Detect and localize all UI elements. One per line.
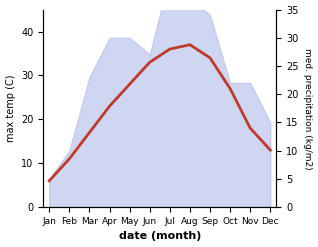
X-axis label: date (month): date (month) [119, 231, 201, 242]
Y-axis label: max temp (C): max temp (C) [5, 75, 16, 142]
Y-axis label: med. precipitation (kg/m2): med. precipitation (kg/m2) [303, 48, 313, 169]
